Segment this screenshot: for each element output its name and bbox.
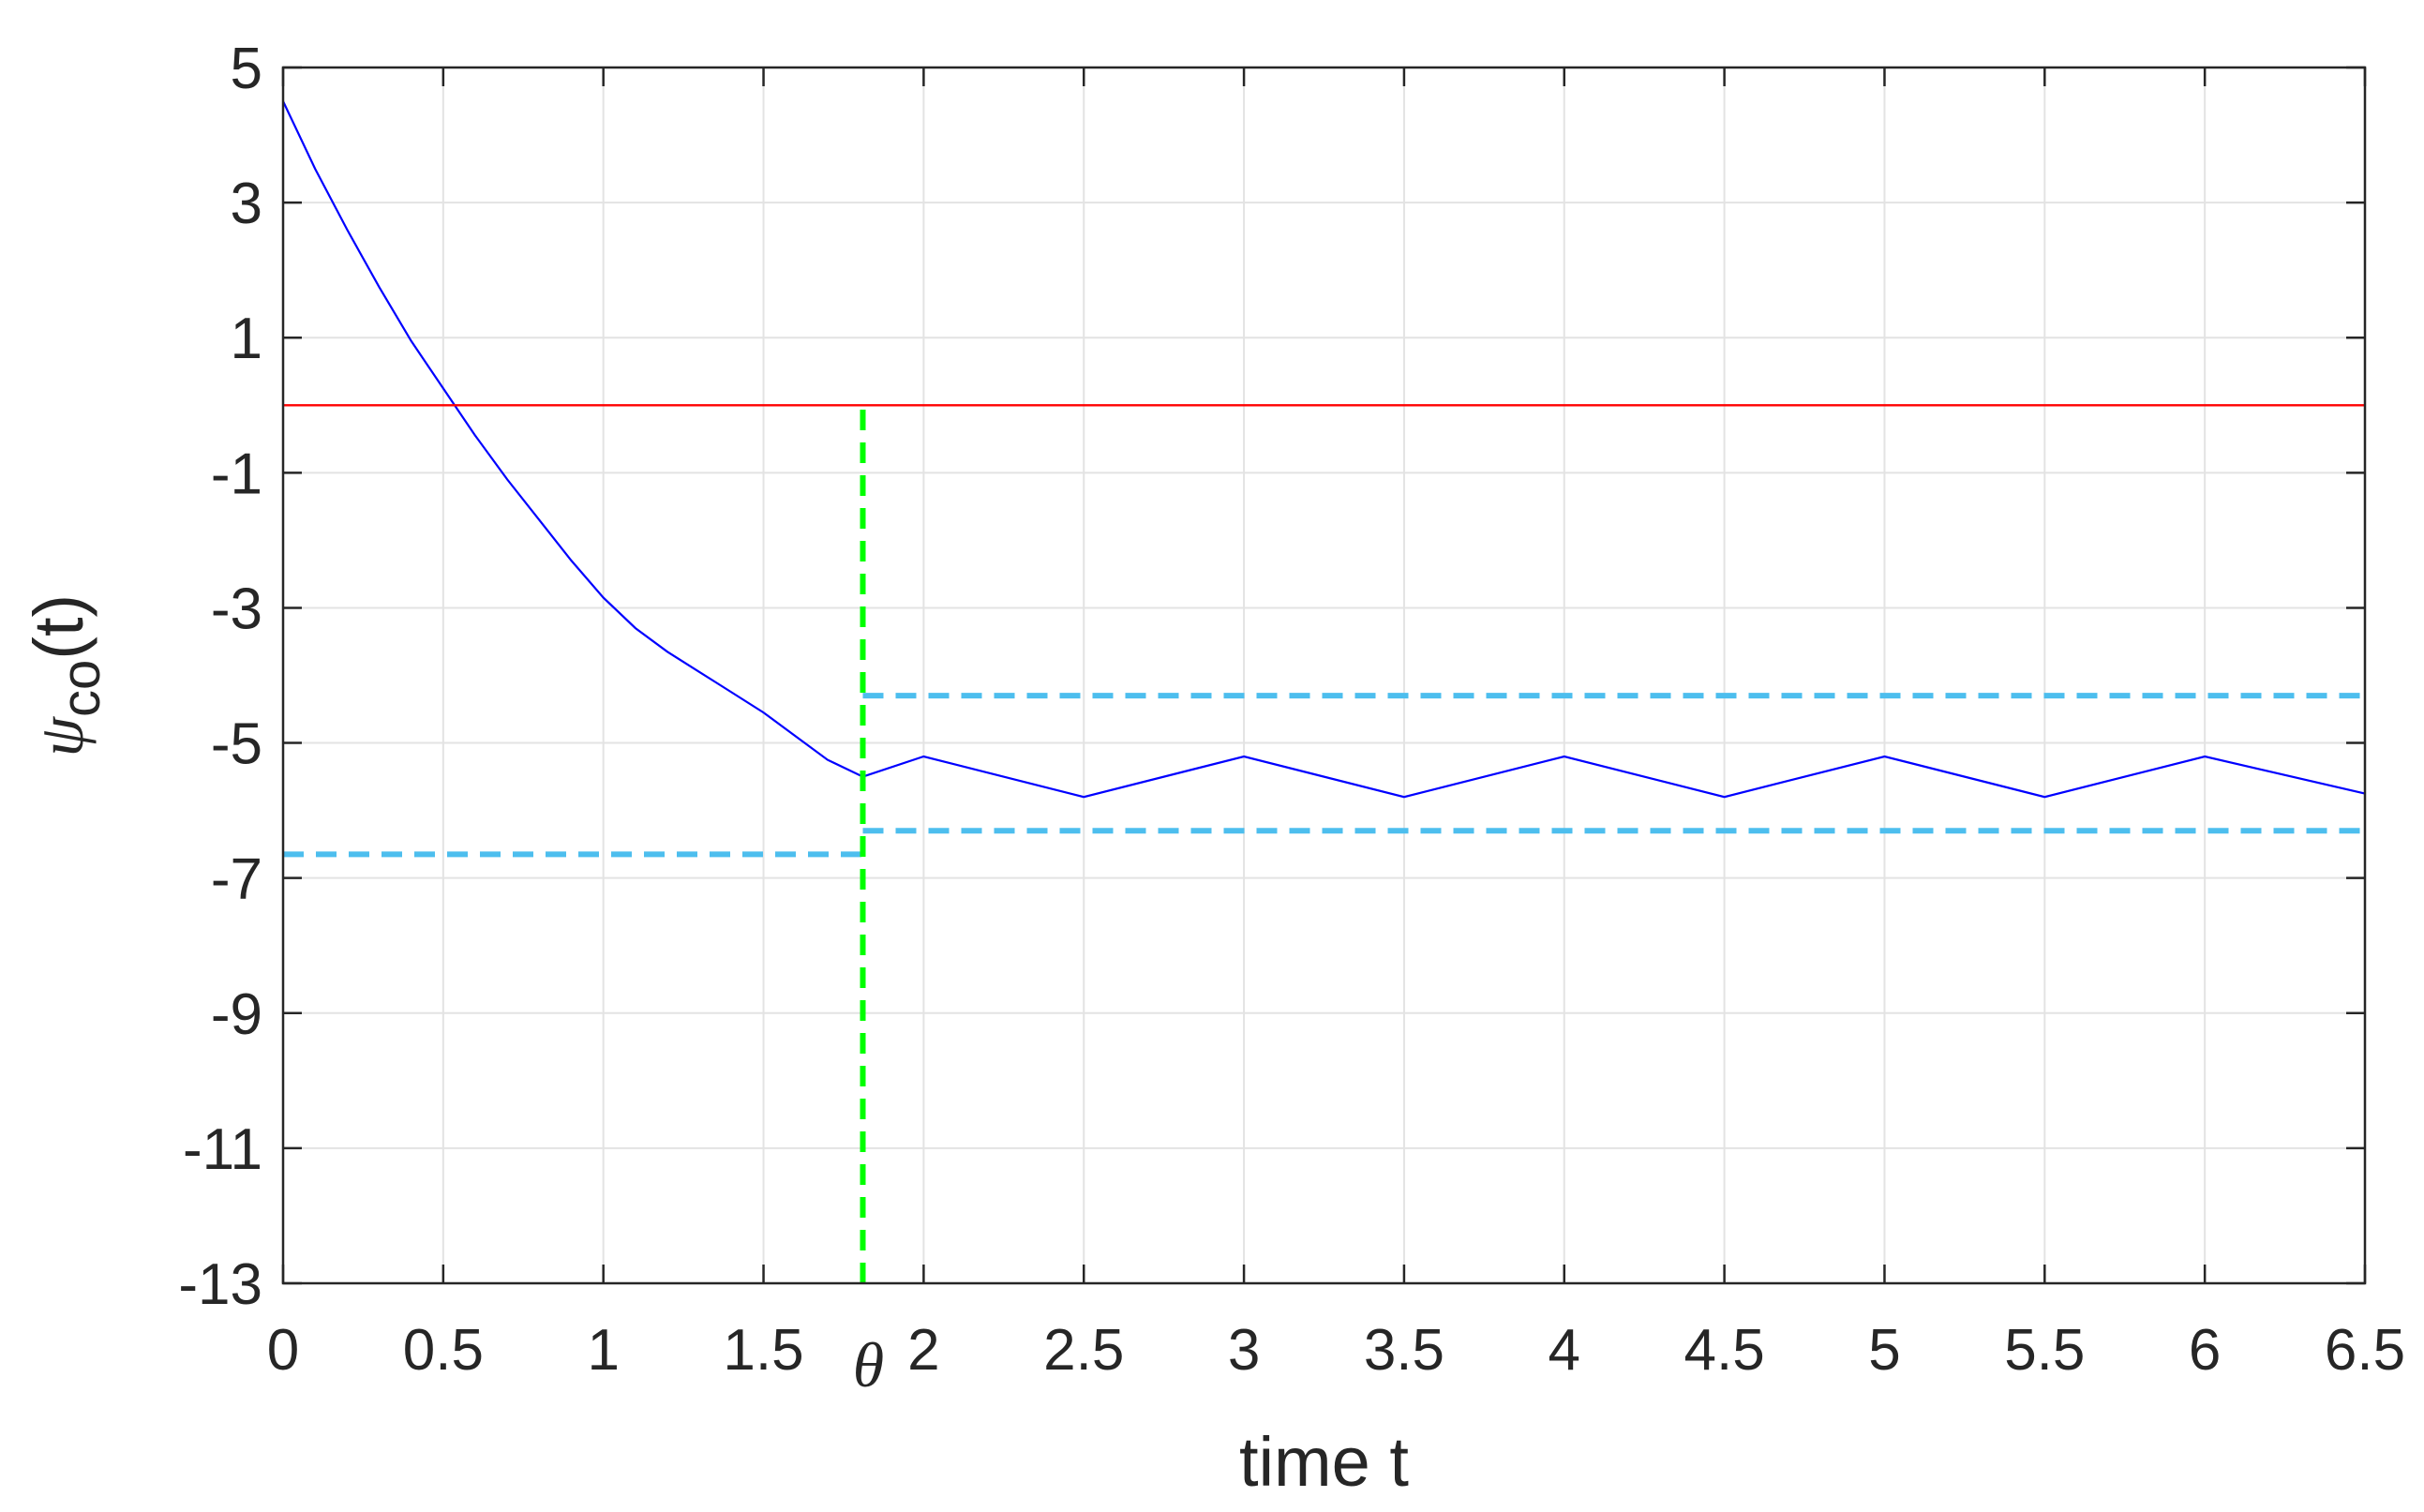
y-axis-label: ψco(t)	[20, 594, 112, 756]
x-tick-label: 5	[1868, 1318, 1900, 1383]
x-tick-label: 1	[587, 1318, 619, 1383]
plot-series	[282, 100, 2366, 1283]
x-tick-label: 1.5	[723, 1318, 803, 1383]
x-tick-label: 5.5	[2004, 1318, 2085, 1383]
theta-annotation: θ	[853, 1329, 884, 1400]
x-tick-label: 3	[1228, 1318, 1260, 1383]
x-tick-label: 0	[267, 1318, 299, 1383]
trajectory-line	[282, 100, 2366, 799]
x-tick-label: 6.5	[2325, 1318, 2405, 1383]
tick-marks	[281, 66, 2367, 1285]
y-tick-label: 5	[231, 37, 262, 101]
plot-frame	[281, 66, 2367, 1285]
y-tick-label: 1	[231, 307, 262, 371]
y-tick-label: -9	[211, 982, 262, 1047]
y-axis-label-symbol: ψ	[25, 715, 97, 756]
y-tick-label: 3	[231, 172, 262, 236]
x-tick-label: 0.5	[403, 1318, 484, 1383]
y-tick-label: -11	[183, 1117, 262, 1182]
x-tick-label: 4	[1549, 1318, 1580, 1383]
y-tick-label: -1	[211, 442, 262, 506]
x-tick-label: 6	[2189, 1318, 2221, 1383]
y-tick-label: -5	[211, 712, 262, 777]
y-tick-label: -3	[211, 576, 262, 641]
x-tick-label: 2.5	[1043, 1318, 1124, 1383]
y-tick-label: -7	[211, 847, 262, 912]
x-axis-label: time t	[1239, 1423, 1409, 1501]
x-tick-labels: 0 0.5 1 1.5 2 2.5 3 3.5 4 4.5 5 5.5 6 6.5	[267, 1318, 2405, 1383]
y-tick-labels: 5 3 1 -1 -3 -5 -7 -9 -11 -13	[178, 37, 262, 1317]
x-tick-label: 3.5	[1364, 1318, 1444, 1383]
y-axis-label-suffix: (t)	[20, 594, 97, 660]
x-tick-label: 2	[907, 1318, 939, 1383]
y-axis-label-subscript: co	[51, 660, 112, 717]
y-tick-label: -13	[178, 1252, 262, 1317]
x-tick-label: 4.5	[1684, 1318, 1765, 1383]
